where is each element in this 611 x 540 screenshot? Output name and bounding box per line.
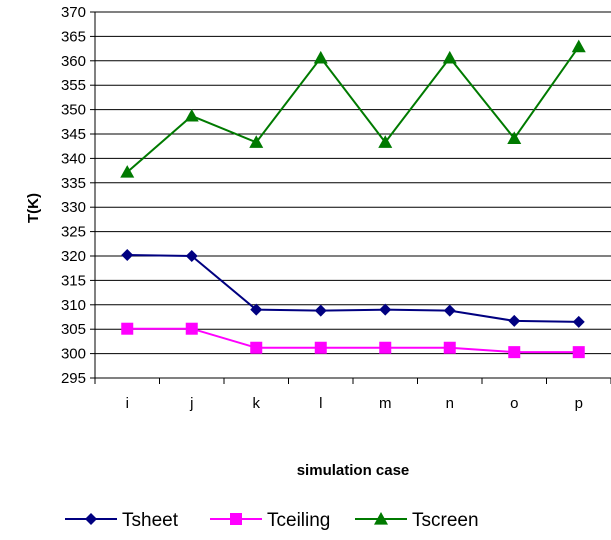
- data-point-tsheet: [185, 250, 198, 262]
- data-point-tceiling: [314, 341, 327, 354]
- y-tick-label: 310: [61, 297, 86, 314]
- data-point-tceiling: [121, 322, 134, 335]
- x-tick-label: o: [510, 395, 518, 412]
- x-tick-label: j: [189, 395, 193, 412]
- y-tick-label: 335: [61, 175, 86, 192]
- data-point-tscreen: [507, 131, 522, 144]
- y-tick-label: 305: [61, 321, 86, 338]
- data-point-tscreen: [249, 135, 264, 148]
- legend-label-tscreen: Tscreen: [412, 510, 479, 531]
- data-point-tscreen: [571, 39, 586, 53]
- data-point-tsheet: [443, 304, 456, 317]
- data-point-tscreen: [442, 50, 457, 64]
- legend-label-tceiling: Tceiling: [267, 510, 330, 531]
- data-point-tceiling: [379, 341, 392, 354]
- x-axis-ticks: i j k l m n o p: [94, 378, 611, 412]
- x-tick-label: m: [379, 395, 392, 412]
- gridlines: [95, 11, 611, 379]
- legend: Tsheet Tceiling Tscreen: [65, 510, 479, 531]
- legend-item-tceiling: Tceiling: [210, 510, 330, 531]
- data-point-tsheet: [508, 314, 521, 327]
- data-point-tscreen: [378, 135, 393, 148]
- data-point-tceiling: [185, 322, 198, 335]
- legend-label-tsheet: Tsheet: [122, 510, 179, 531]
- y-tick-label: 315: [61, 272, 86, 289]
- data-point-tsheet: [250, 303, 263, 316]
- data-point-tsheet: [314, 304, 327, 317]
- y-tick-label: 365: [61, 28, 86, 45]
- series-line-tscreen: [126, 46, 580, 173]
- y-tick-label: 325: [61, 224, 86, 241]
- series-tscreen: [120, 39, 586, 178]
- data-point-tceiling: [572, 346, 585, 359]
- y-axis-title: T(K): [25, 193, 42, 223]
- legend-marker-tceiling: [230, 513, 242, 525]
- series-tsheet: [121, 249, 585, 328]
- data-point-tceiling: [508, 346, 521, 359]
- legend-marker-tsheet: [85, 513, 97, 525]
- x-axis-title: simulation case: [297, 462, 410, 479]
- x-tick-label: i: [126, 395, 129, 412]
- data-point-tscreen: [120, 165, 135, 178]
- data-point-tceiling: [443, 341, 456, 354]
- series-tceiling: [121, 322, 585, 359]
- data-point-tsheet: [572, 315, 585, 328]
- legend-item-tscreen: Tscreen: [355, 510, 479, 531]
- y-tick-label: 340: [61, 150, 86, 167]
- y-tick-label: 300: [61, 346, 86, 363]
- y-axis-ticks: 295 300 305 310 315 320 325 330 335 340 345 350 355 3…: [61, 4, 95, 387]
- data-point-tsheet: [121, 249, 134, 262]
- series-line-tceiling: [127, 327, 579, 354]
- series-line-tsheet: [127, 254, 579, 323]
- data-point-tceiling: [250, 341, 263, 354]
- x-tick-label: k: [253, 395, 261, 412]
- series-group: [120, 39, 586, 359]
- y-tick-label: 350: [61, 102, 86, 119]
- data-point-tscreen: [184, 108, 199, 122]
- data-point-tsheet: [379, 303, 392, 316]
- y-tick-label: 345: [61, 126, 86, 143]
- data-point-tscreen: [313, 50, 328, 64]
- y-tick-label: 295: [61, 370, 86, 387]
- y-tick-label: 360: [61, 53, 86, 70]
- x-tick-label: p: [575, 395, 583, 412]
- y-tick-label: 330: [61, 199, 86, 216]
- y-tick-label: 370: [61, 4, 86, 21]
- axes: [94, 12, 611, 379]
- y-tick-label: 355: [61, 77, 86, 94]
- y-tick-label: 320: [61, 248, 86, 265]
- legend-item-tsheet: Tsheet: [65, 510, 179, 531]
- legend-marker-tscreen: [374, 512, 388, 525]
- x-tick-label: l: [319, 395, 322, 412]
- x-tick-label: n: [446, 395, 454, 412]
